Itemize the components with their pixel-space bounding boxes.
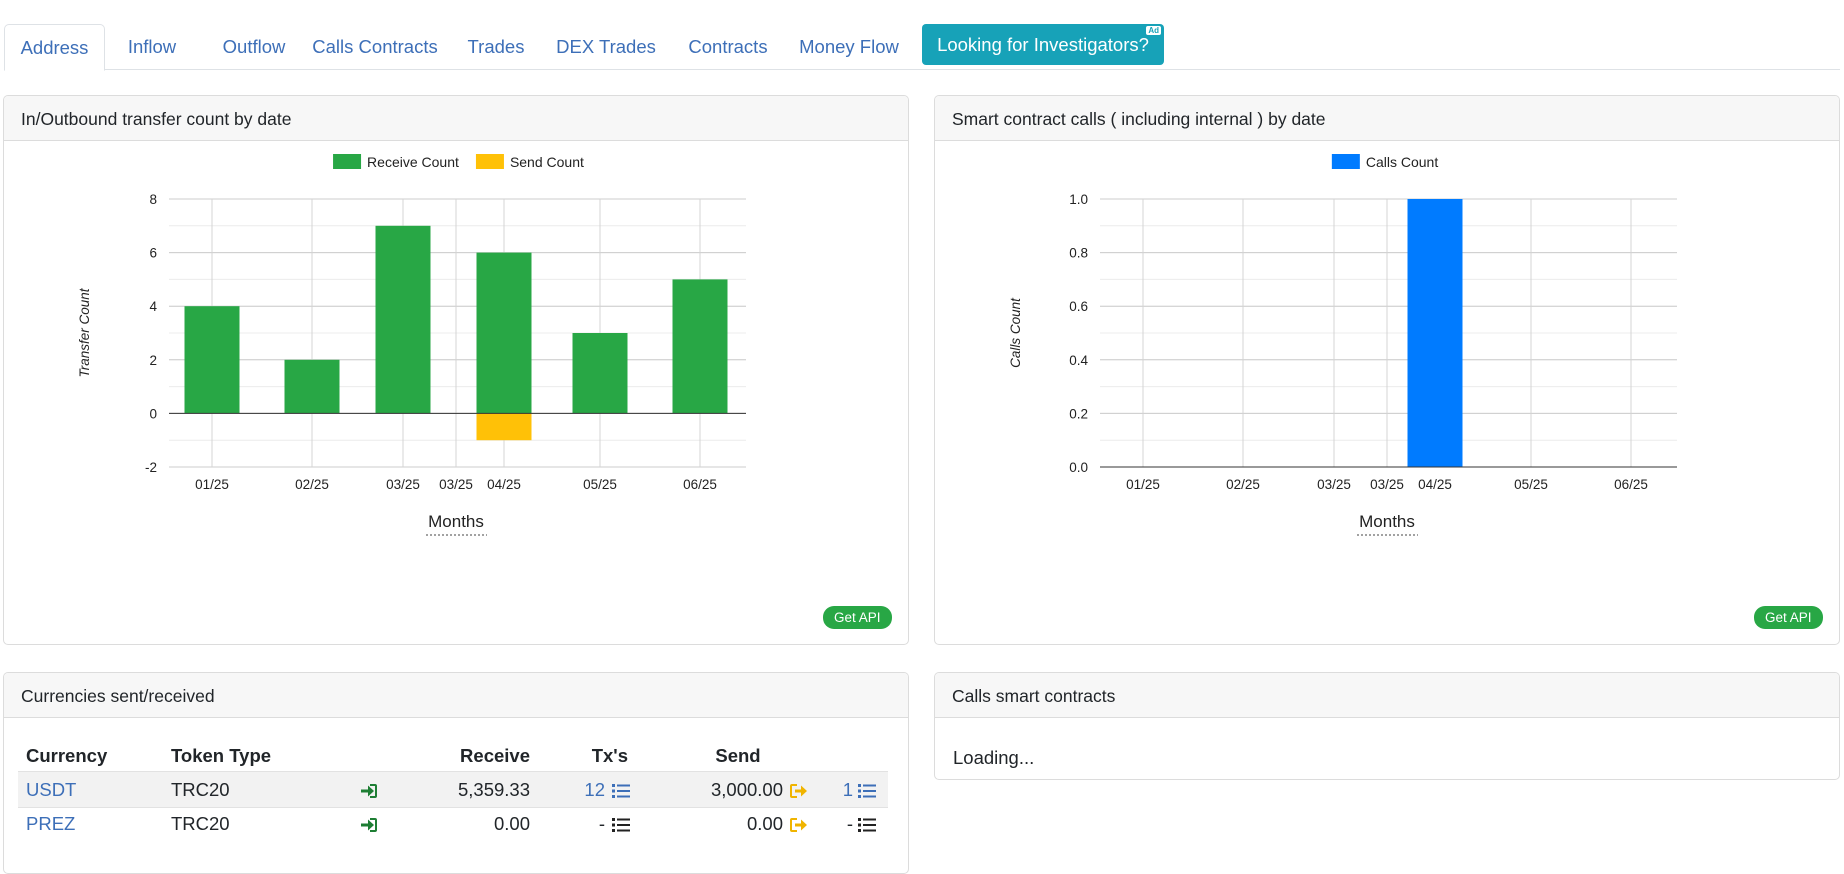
ad-badge: Ad — [1146, 26, 1161, 35]
get-api-button[interactable]: Get API — [1754, 606, 1823, 629]
plot-group: 8 6 4 2 0 -2 01/25 02/25 03/25 03/25 04/25 05/25 06/… — [77, 154, 746, 536]
y-tick-label: 0.2 — [1069, 406, 1088, 421]
tab-address[interactable]: Address — [4, 24, 105, 71]
currency-link[interactable]: PREZ — [26, 813, 76, 834]
y-tick-label: 0.6 — [1069, 299, 1088, 314]
tab-calls-contracts[interactable]: Calls Contracts — [312, 36, 438, 57]
token-type: TRC20 — [171, 779, 230, 800]
y-tick-label: -2 — [145, 460, 157, 475]
legend-label: Calls Count — [1366, 154, 1438, 170]
x-tick-label: 05/25 — [1514, 477, 1548, 492]
transfer-count-card: In/Outbound transfer count by date 8 6 4 2 0… — [3, 95, 909, 645]
table-header-row: Currency Token Type Receive Tx's Send — [18, 738, 888, 773]
x-tick-label: 01/25 — [195, 477, 229, 492]
list-icon[interactable] — [608, 772, 630, 807]
tab-outflow[interactable]: Outflow — [222, 36, 286, 57]
x-tick-label: 02/25 — [295, 477, 329, 492]
tab-inflow[interactable]: Inflow — [127, 36, 177, 57]
y-tick-label: 8 — [149, 192, 157, 207]
y-tick-label: 0.0 — [1069, 460, 1088, 475]
x-tick-label: 03/25 — [1317, 477, 1351, 492]
table-row: USDT TRC20 5,359.33 12 3,000.00 1 — [18, 771, 888, 808]
receive-txs: - — [598, 813, 605, 834]
bar-calls-count — [1407, 199, 1463, 467]
tab-money-flow[interactable]: Money Flow — [799, 36, 899, 57]
calls-contracts-card: Calls smart contracts Loading... — [934, 672, 1840, 780]
transfer-card-title: In/Outbound transfer count by date — [4, 96, 908, 141]
send-amount: 3,000.00 — [710, 779, 783, 800]
tab-dex-trades[interactable]: DEX Trades — [556, 36, 656, 57]
y-axis-label: Calls Count — [1008, 297, 1023, 368]
receive-txs-link[interactable]: 12 — [584, 779, 605, 800]
contract-calls-card: Smart contract calls ( including interna… — [934, 95, 1840, 645]
bar-receive-count — [572, 333, 628, 414]
col-token-type-header: Token Type — [171, 745, 272, 766]
send-amount: 0.00 — [746, 813, 783, 834]
legend-swatch — [333, 154, 362, 169]
send-sign-out-icon[interactable] — [789, 806, 807, 841]
table-row: PREZ TRC20 0.00 - 0.00 - — [18, 806, 888, 841]
receive-amount: 0.00 — [493, 813, 530, 834]
contract-calls-chart: 1.0 0.8 0.6 0.4 0.2 0.0 01/25 02/25 03/25 03/25 04… — [1008, 154, 1677, 536]
x-tick-label: 01/25 — [1126, 477, 1160, 492]
col-receive-header: Receive — [460, 745, 530, 766]
calls-card-title: Smart contract calls ( including interna… — [935, 96, 1839, 141]
investigators-promo-button[interactable]: Looking for Investigators? Ad — [922, 24, 1164, 65]
legend-label: Receive Count — [367, 154, 459, 170]
y-tick-label: 0.4 — [1069, 353, 1088, 368]
x-axis-label: Months — [1359, 512, 1415, 531]
send-sign-out-icon[interactable] — [789, 772, 807, 807]
y-axis-label: Transfer Count — [77, 287, 92, 377]
x-tick-label: 06/25 — [1614, 477, 1648, 492]
transfer-count-chart: 8 6 4 2 0 -2 01/25 02/25 03/25 03/25 04/25 05/25 06/… — [77, 154, 746, 536]
y-tick-label: 0.8 — [1069, 246, 1088, 261]
x-tick-label: 04/25 — [487, 477, 521, 492]
token-type: TRC20 — [171, 813, 230, 834]
x-tick-label: 05/25 — [583, 477, 617, 492]
x-tick-label: 03/25 — [1370, 477, 1404, 492]
send-txs-link[interactable]: 1 — [842, 779, 853, 800]
list-icon[interactable] — [854, 772, 876, 807]
x-tick-label: 04/25 — [1418, 477, 1452, 492]
list-icon[interactable] — [854, 806, 876, 841]
x-tick-label: 03/25 — [439, 477, 473, 492]
col-txs-header: Tx's — [591, 745, 628, 766]
legend-swatch — [1331, 154, 1360, 169]
x-tick-label: 06/25 — [683, 477, 717, 492]
bar-send-count — [476, 413, 532, 441]
y-tick-label: 0 — [149, 406, 157, 421]
bar-receive-count — [476, 252, 532, 414]
get-api-button[interactable]: Get API — [823, 606, 892, 629]
x-tick-label: 02/25 — [1226, 477, 1260, 492]
plot-group: 1.0 0.8 0.6 0.4 0.2 0.0 01/25 02/25 03/25 03/25 04… — [1008, 154, 1677, 536]
col-send-header: Send — [715, 745, 761, 766]
tab-contracts[interactable]: Contracts — [688, 36, 768, 57]
bar-receive-count — [184, 306, 240, 414]
receive-sign-in-icon[interactable] — [360, 806, 378, 841]
legend-label: Send Count — [510, 154, 584, 170]
y-tick-label: 1.0 — [1069, 192, 1088, 207]
tab-bar: Address Inflow Outflow Calls Contracts T… — [4, 24, 1840, 71]
currency-link[interactable]: USDT — [26, 779, 77, 800]
bar-receive-count — [672, 279, 728, 414]
bar-receive-count — [284, 359, 340, 414]
col-currency-header: Currency — [26, 745, 108, 766]
y-tick-label: 6 — [149, 246, 157, 261]
y-tick-label: 2 — [149, 353, 157, 368]
receive-amount: 5,359.33 — [457, 779, 530, 800]
promo-label: Looking for Investigators? — [937, 34, 1149, 55]
bar-receive-count — [375, 225, 431, 414]
y-tick-label: 4 — [149, 299, 157, 314]
receive-sign-in-icon[interactable] — [360, 772, 378, 807]
tab-trades[interactable]: Trades — [467, 36, 525, 57]
legend-swatch — [475, 154, 504, 169]
loading-text: Loading... — [953, 747, 1035, 768]
list-icon[interactable] — [608, 806, 630, 841]
calls-contracts-title: Calls smart contracts — [935, 673, 1839, 718]
x-axis-label: Months — [428, 512, 484, 531]
currencies-card-title: Currencies sent/received — [4, 673, 908, 718]
send-txs: - — [846, 813, 853, 834]
x-tick-label: 03/25 — [386, 477, 420, 492]
